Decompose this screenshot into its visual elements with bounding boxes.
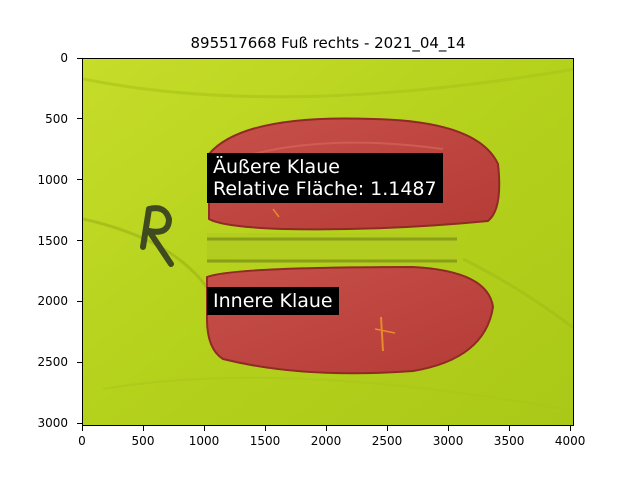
inner-claw-mark [380,316,384,352]
y-tick-label: 0 [60,51,68,65]
x-tick-label: 0 [78,434,86,448]
fabric-fold [102,376,564,410]
x-tick-mark [447,426,449,431]
outer-claw-sole [252,141,444,155]
x-tick-mark [81,426,83,431]
x-tick-mark [386,426,388,431]
y-tick-mark [77,422,82,424]
inner-claw-mark [374,328,396,334]
y-tick-mark [77,118,82,120]
outer-claw-relative-area: Relative Fläche: 1.1487 [213,178,437,200]
y-tick-label: 2000 [37,294,68,309]
y-tick-label: 500 [45,111,68,126]
figure-title: 895517668 Fuß rechts - 2021_04_14 [190,34,466,52]
x-tick-mark [508,426,510,431]
hoof-photo [83,59,573,425]
y-tick-label: 3000 [37,416,68,431]
handwritten-r [140,205,174,267]
inner-claw [206,265,495,375]
y-tick-mark [77,240,82,242]
x-tick-label: 500 [131,434,155,448]
x-tick-mark [325,426,327,431]
x-tick-mark [569,426,571,431]
x-tick-label: 2000 [310,434,342,448]
annotation-outer-claw: Äußere Klaue Relative Fläche: 1.1487 [207,153,443,203]
fabric-fold [462,257,573,330]
x-tick-label: 4000 [554,434,586,448]
x-tick-label: 3000 [432,434,464,448]
outer-claw-mark [272,208,280,218]
y-tick-mark [77,57,82,59]
y-tick-mark [77,179,82,181]
inner-claw-label: Innere Klaue [213,290,333,312]
y-tick-label: 1500 [37,233,68,248]
image-axes [82,58,574,426]
y-tick-mark [77,300,82,302]
y-tick-label: 1000 [37,172,68,187]
x-tick-mark [264,426,266,431]
y-tick-label: 2500 [37,355,68,370]
x-tick-label: 2500 [371,434,403,448]
x-tick-mark [203,426,205,431]
x-tick-label: 3500 [493,434,525,448]
y-tick-mark [77,361,82,363]
x-tick-label: 1500 [249,434,281,448]
x-tick-label: 1000 [188,434,220,448]
annotation-inner-claw: Innere Klaue [207,287,339,315]
fabric-fold [83,67,573,99]
x-tick-mark [142,426,144,431]
outer-claw-label: Äußere Klaue [213,156,340,178]
